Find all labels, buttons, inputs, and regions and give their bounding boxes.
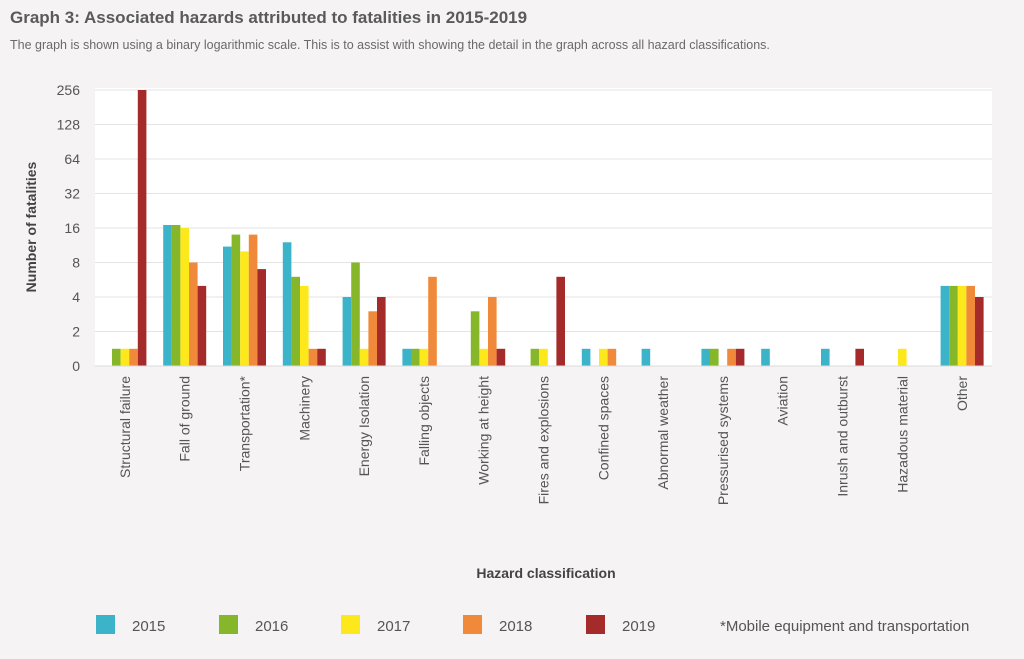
- bar-2017: [898, 348, 907, 367]
- bar-2015: [940, 285, 950, 366]
- legend-label-2019: 2019: [622, 618, 656, 635]
- bar-2015: [821, 348, 830, 367]
- y-tick-label: 64: [64, 151, 80, 167]
- legend-swatch-2017: [341, 615, 360, 634]
- bar-2019: [377, 297, 386, 366]
- bar-2016: [949, 285, 958, 366]
- bar-2017: [120, 348, 130, 367]
- legend-swatch-2015: [96, 615, 115, 634]
- bar-2016: [231, 234, 241, 366]
- x-tick-label: Fires and explosions: [536, 376, 552, 504]
- x-tick-label: Machinery: [296, 376, 312, 441]
- bar-2017: [359, 348, 369, 367]
- legend-label-2015: 2015: [132, 618, 166, 635]
- y-tick-label: 2: [72, 324, 80, 340]
- bar-2018: [607, 348, 617, 367]
- bar-2018: [428, 276, 437, 366]
- bar-2018: [727, 348, 736, 367]
- bar-2016: [171, 225, 181, 366]
- bar-2016: [291, 276, 300, 366]
- bar-2018: [488, 297, 497, 366]
- bar-2017: [419, 348, 429, 367]
- chart-subtitle: The graph is shown using a binary logari…: [10, 38, 770, 52]
- bar-2019: [137, 90, 147, 366]
- bar-2018: [248, 234, 258, 366]
- bar-2015: [223, 246, 232, 366]
- bar-2016: [411, 348, 420, 367]
- legend-swatch-2016: [219, 615, 238, 634]
- x-tick-label: Other: [954, 376, 970, 411]
- bar-2019: [496, 348, 506, 367]
- y-tick-label: 4: [72, 289, 80, 305]
- y-tick-label: 16: [64, 220, 80, 236]
- legend: 2015 2016 2017 2018 2019: [0, 615, 1024, 643]
- x-tick-label: Confined spaces: [595, 376, 611, 480]
- bar-2015: [641, 348, 651, 367]
- bar-2015: [581, 348, 591, 367]
- bar-2016: [351, 262, 360, 366]
- bar-2018: [129, 348, 138, 367]
- x-tick-label: Working at height: [476, 376, 492, 485]
- bar-2017: [539, 348, 548, 367]
- legend-label-2016: 2016: [255, 618, 289, 635]
- x-tick-label: Aviation: [775, 376, 791, 426]
- x-tick-label: Structural failure: [117, 376, 133, 478]
- x-tick-label: Fall of ground: [177, 376, 193, 462]
- bar-2015: [342, 297, 352, 366]
- bar-2017: [300, 285, 309, 366]
- bar-2017: [479, 348, 488, 367]
- legend-label-2018: 2018: [499, 618, 533, 635]
- x-tick-label: Hazadous material: [894, 376, 910, 493]
- bar-2019: [257, 269, 266, 366]
- bar-2017: [180, 228, 189, 366]
- x-tick-label: Energy Isolation: [356, 376, 372, 476]
- bar-2015: [163, 225, 172, 366]
- bar-2018: [966, 285, 975, 366]
- y-tick-label: 8: [72, 255, 80, 271]
- y-tick-label: 0: [72, 358, 80, 374]
- bar-2018: [189, 262, 198, 366]
- legend-swatch-2019: [586, 615, 605, 634]
- bar-2016: [530, 348, 540, 367]
- bar-2015: [282, 242, 292, 366]
- bar-2017: [599, 348, 608, 367]
- y-tick-label: 32: [64, 186, 80, 202]
- x-axis-title: Hazard classification: [476, 565, 615, 581]
- bar-2019: [855, 348, 864, 367]
- bar-2018: [368, 311, 377, 366]
- y-tick-label: 256: [57, 82, 81, 98]
- y-axis-title: Number of fatalities: [23, 161, 39, 292]
- chart-title: Graph 3: Associated hazards attributed t…: [10, 8, 528, 27]
- bar-2017: [957, 285, 967, 366]
- x-tick-label: Abnormal weather: [655, 376, 671, 490]
- bar-2016: [470, 311, 480, 366]
- bar-2015: [761, 348, 770, 367]
- legend-swatch-2018: [463, 615, 482, 634]
- bar-2019: [317, 348, 326, 367]
- bar-2015: [402, 348, 411, 367]
- x-tick-label: Falling objects: [416, 376, 432, 466]
- x-tick-label: Pressurised systems: [715, 376, 731, 505]
- bar-2019: [556, 276, 565, 366]
- bar-2015: [701, 348, 710, 367]
- footnote: *Mobile equipment and transportation: [720, 618, 970, 635]
- bar-2017: [240, 251, 249, 366]
- bar-2018: [308, 348, 318, 367]
- bar-chart: 0 2 4 8 16 32 64 128 256 Structural failure Fall o…: [23, 82, 992, 581]
- x-tick-label: Inrush and outburst: [835, 376, 851, 497]
- bar-2019: [197, 285, 207, 366]
- bar-2019: [735, 348, 745, 367]
- y-tick-label: 128: [57, 117, 81, 133]
- bar-2016: [710, 348, 719, 367]
- x-tick-label: Transportation*: [237, 375, 253, 471]
- legend-label-2017: 2017: [377, 618, 411, 635]
- bar-2016: [112, 348, 121, 367]
- bar-2019: [975, 297, 984, 366]
